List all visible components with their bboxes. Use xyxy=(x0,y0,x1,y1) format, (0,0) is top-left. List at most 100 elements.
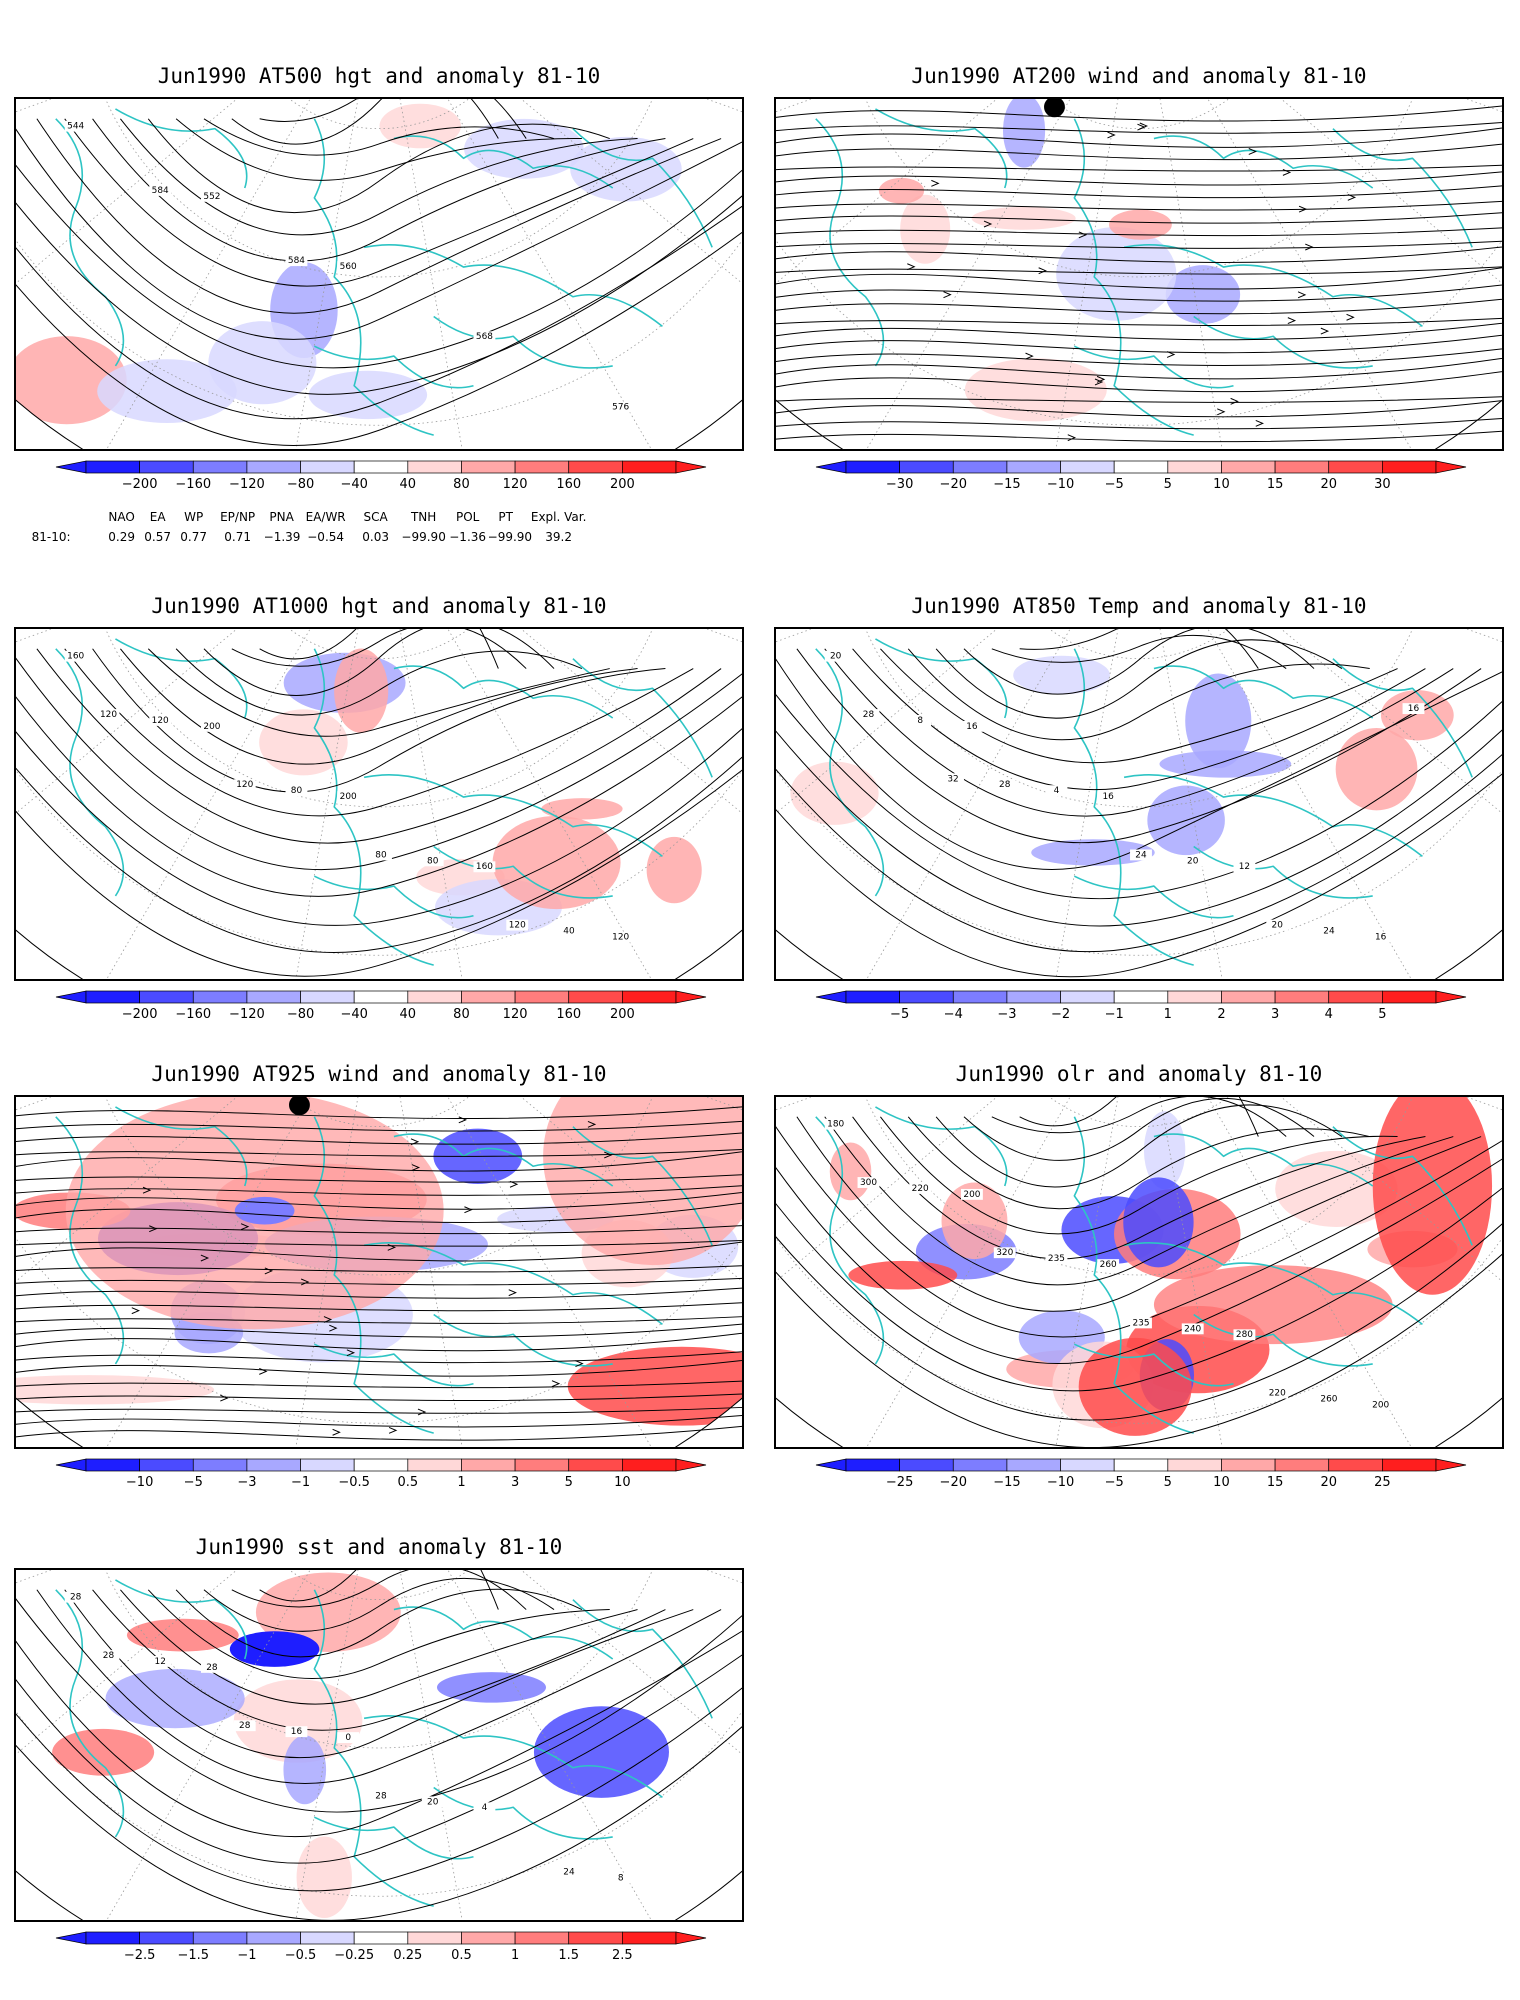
colorbar-swatch xyxy=(899,990,954,1004)
colorbar-tick-label: −15 xyxy=(993,477,1020,492)
streamline xyxy=(776,200,1502,211)
contour-line xyxy=(16,164,742,369)
contour-line xyxy=(963,629,1315,695)
flow-arrow xyxy=(131,1307,141,1315)
contour-line xyxy=(796,1116,1482,1312)
streamlines xyxy=(776,99,1502,443)
contour-label-bg xyxy=(421,1796,444,1808)
colorbar-tick-label: −5 xyxy=(1105,1475,1124,1490)
coastline xyxy=(1332,1126,1473,1246)
coastline xyxy=(363,1242,663,1326)
colorbar-swatch xyxy=(1113,460,1169,474)
colorbar-swatch xyxy=(300,1458,355,1472)
meridian xyxy=(106,99,311,449)
streamline xyxy=(16,1225,742,1235)
colorbar-swatch xyxy=(85,1931,140,1945)
map-olr: 180 200 260 280 200 220 235 240 260 300 320 235 220 xyxy=(774,1095,1504,1449)
teleconnection-values: 81-10: 0.29 0.57 0.77 0.71 −1.39 −0.54 0.03 −99.… xyxy=(24,516,594,544)
contour-label: 16 xyxy=(966,722,978,732)
contour-label-bg xyxy=(421,855,444,867)
idx-value: −99.90 xyxy=(487,530,533,544)
positive-anomaly xyxy=(52,1728,155,1776)
colorbar-arrow-right xyxy=(675,460,707,474)
contour-label-bg xyxy=(1369,1399,1392,1411)
contour-line xyxy=(880,1116,1398,1235)
streamline xyxy=(776,127,1502,148)
idx-value: 0.77 xyxy=(180,530,207,544)
contour-line xyxy=(824,1116,1454,1286)
colorbar-tick-label: 2.5 xyxy=(612,1948,633,1963)
contour-line xyxy=(259,1570,499,1610)
streamline xyxy=(16,1332,742,1352)
contour-line xyxy=(64,118,694,287)
flow-arrow xyxy=(1320,327,1330,335)
negative-anomaly xyxy=(308,370,428,420)
contour-label-bg xyxy=(1233,1329,1256,1341)
contours xyxy=(16,99,742,446)
contour-line xyxy=(16,205,742,420)
colorbar-swatch xyxy=(1274,990,1330,1004)
idx-value: −1.39 xyxy=(263,530,301,544)
contour-label-bg xyxy=(857,1177,880,1188)
colorbar-tick-label: 10 xyxy=(1213,477,1230,492)
contour-label-bg xyxy=(609,401,632,413)
contour-label: 4 xyxy=(482,1803,488,1813)
latitude-circle xyxy=(1048,629,1230,660)
meridian xyxy=(520,99,742,284)
positive-anomaly xyxy=(1153,1265,1393,1345)
contour-line xyxy=(16,1687,742,1892)
contour-label-bg xyxy=(337,791,360,803)
idx-row-label: 81-10: xyxy=(31,530,71,544)
contour-line xyxy=(796,648,1482,844)
contour-label: 80 xyxy=(375,850,387,860)
coastline xyxy=(1073,648,1194,966)
contour-line xyxy=(16,1630,742,1838)
colorbar-tick-label: −1 xyxy=(237,1948,256,1963)
colorbar-tick-label: 0.25 xyxy=(393,1948,422,1963)
streamline xyxy=(16,1425,742,1441)
coastline xyxy=(875,1106,1008,1187)
colorbar-swatch xyxy=(246,990,301,1004)
idx-header: Expl. Var. xyxy=(530,510,587,524)
contour-label: 552 xyxy=(203,192,220,202)
coastline xyxy=(314,875,474,919)
contour-label-bg xyxy=(1130,1317,1152,1329)
idx-value: 0.29 xyxy=(108,530,135,544)
contour-label-bg xyxy=(149,185,172,196)
contour-label: 16 xyxy=(1375,932,1387,942)
contour-label: 160 xyxy=(476,862,493,872)
colorbar-tick-label: 0.5 xyxy=(397,1475,418,1490)
contour-line xyxy=(231,99,527,145)
contour-label-bg xyxy=(1097,1259,1120,1271)
meridian xyxy=(776,99,998,284)
streamline xyxy=(16,1132,742,1145)
streamline xyxy=(776,227,1502,237)
anomaly-shading xyxy=(829,1097,1493,1436)
colorbar-tick-label: −30 xyxy=(886,477,913,492)
positive-anomaly xyxy=(492,815,621,910)
colorbar-swatch xyxy=(845,1458,900,1472)
colorbar-swatch xyxy=(622,990,677,1004)
contour-label: 200 xyxy=(1372,1400,1389,1410)
streamline xyxy=(16,1393,742,1401)
colorbar-tick-label: 40 xyxy=(400,477,417,492)
contour-label: 12 xyxy=(155,1657,166,1667)
colorbar-tick-label: −5 xyxy=(890,1007,909,1022)
idx-header: PNA xyxy=(269,510,294,524)
streamline xyxy=(776,240,1502,249)
colorbar-tick-label: −1 xyxy=(1105,1007,1124,1022)
panel-title: Jun1990 AT200 wind and anomaly 81-10 xyxy=(911,64,1367,88)
contour-line xyxy=(776,754,1502,953)
colorbar-swatch xyxy=(1221,990,1276,1004)
contour-label: 120 xyxy=(612,932,629,942)
contour-line xyxy=(16,1598,742,1813)
flow-arrow xyxy=(1038,267,1047,275)
colorbar-tick-label: −200 xyxy=(122,1007,158,1022)
contour-label-bg xyxy=(200,190,223,202)
colorbar-swatch xyxy=(514,460,570,474)
contour-line xyxy=(92,118,666,262)
streamline xyxy=(776,298,1502,315)
colorbar-swatch xyxy=(845,990,900,1004)
latitude-circle xyxy=(288,629,470,660)
colorbar-swatch xyxy=(1382,990,1437,1004)
